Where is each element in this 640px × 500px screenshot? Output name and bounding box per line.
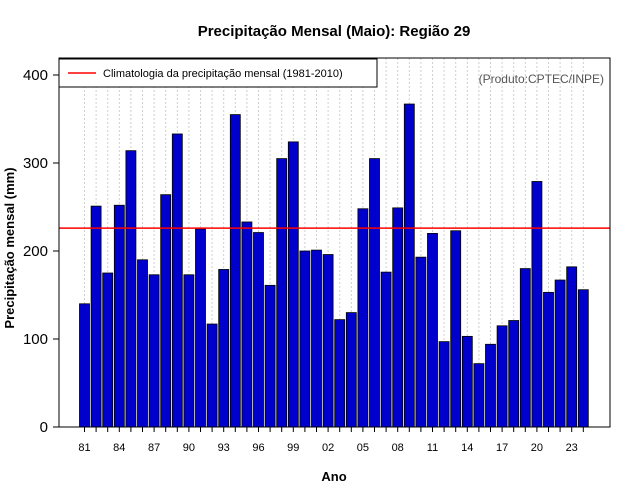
legend-box bbox=[58, 58, 378, 88]
bar-23 bbox=[566, 266, 578, 428]
bar-00 bbox=[299, 250, 311, 428]
x-axis: 81 84 87 90 93 96 99 02 05 08 11 14 17 20 23 bbox=[78, 427, 584, 454]
bar-99 bbox=[287, 141, 299, 428]
bar-20 bbox=[531, 181, 543, 428]
bar-09 bbox=[403, 103, 415, 428]
plot-frame bbox=[58, 57, 611, 428]
x-tick-label: 02 bbox=[322, 442, 334, 454]
bar-97 bbox=[264, 284, 276, 428]
credit-text: (Produto:CPTEC/INPE) bbox=[479, 72, 604, 86]
bar-18 bbox=[508, 320, 520, 428]
bar-07 bbox=[380, 271, 392, 428]
bar-94 bbox=[229, 114, 241, 428]
bar-98 bbox=[276, 158, 288, 428]
y-tick-label: 300 bbox=[23, 155, 48, 172]
bar-24 bbox=[577, 289, 589, 428]
bar-95 bbox=[241, 221, 253, 428]
y-tick-label: 0 bbox=[40, 419, 48, 436]
x-tick-label: 93 bbox=[218, 442, 230, 454]
bar-87 bbox=[148, 274, 160, 428]
bar-01 bbox=[311, 249, 322, 428]
bar-16 bbox=[485, 343, 496, 428]
x-tick-label: 11 bbox=[427, 442, 438, 454]
bar-84 bbox=[113, 204, 125, 428]
y-tick-label: 200 bbox=[23, 243, 48, 260]
x-tick-label: 96 bbox=[252, 442, 264, 454]
x-tick-label: 81 bbox=[78, 442, 90, 454]
y-axis: 0 100 200 300 400 bbox=[23, 67, 59, 436]
bar-96 bbox=[253, 232, 264, 428]
bar-13 bbox=[450, 230, 462, 428]
bar-14 bbox=[461, 335, 473, 428]
bar-17 bbox=[496, 325, 508, 428]
x-tick-label: 87 bbox=[148, 442, 160, 454]
legend-label: Climatologia da precipitação mensal (198… bbox=[103, 68, 343, 80]
bar-12 bbox=[438, 341, 450, 428]
bar-02 bbox=[322, 254, 334, 428]
bar-22 bbox=[554, 279, 566, 428]
bar-03 bbox=[334, 319, 346, 428]
bar-81 bbox=[79, 303, 90, 428]
x-tick-label: 99 bbox=[287, 442, 299, 454]
bar-90 bbox=[183, 274, 195, 428]
x-axis-label: Ano bbox=[321, 469, 346, 484]
x-tick-label: 20 bbox=[531, 442, 543, 454]
x-tick-label: 05 bbox=[357, 442, 369, 454]
bar-82 bbox=[90, 205, 102, 428]
bar-85 bbox=[125, 150, 137, 428]
bar-93 bbox=[218, 269, 230, 428]
bar-05 bbox=[357, 208, 369, 428]
x-tick-label: 23 bbox=[566, 442, 578, 454]
x-tick-label: 90 bbox=[183, 442, 195, 454]
x-tick-label: 84 bbox=[113, 442, 125, 454]
bar-83 bbox=[102, 272, 114, 428]
x-tick-label: 17 bbox=[496, 442, 508, 454]
y-tick-label: 400 bbox=[23, 67, 48, 84]
x-tick-label: 14 bbox=[461, 442, 473, 454]
bar-11 bbox=[427, 232, 438, 428]
bar-89 bbox=[171, 133, 183, 428]
bar-21 bbox=[543, 291, 554, 428]
y-tick-label: 100 bbox=[23, 331, 48, 348]
bar-15 bbox=[473, 363, 485, 428]
bar-91 bbox=[195, 228, 206, 428]
bar-04 bbox=[345, 312, 357, 428]
bar-86 bbox=[137, 259, 148, 428]
chart-title: Precipitação Mensal (Maio): Região 29 bbox=[198, 23, 471, 40]
bar-10 bbox=[415, 256, 427, 428]
bar-08 bbox=[392, 207, 404, 428]
y-axis-label: Precipitação mensal (mm) bbox=[2, 167, 17, 328]
legend: Climatologia da precipitação mensal (198… bbox=[58, 58, 378, 88]
bar-19 bbox=[519, 268, 531, 428]
bar-06 bbox=[369, 158, 380, 428]
bar-92 bbox=[206, 323, 218, 428]
x-tick-label: 08 bbox=[392, 442, 404, 454]
bar-88 bbox=[160, 194, 172, 428]
bars bbox=[79, 103, 589, 428]
